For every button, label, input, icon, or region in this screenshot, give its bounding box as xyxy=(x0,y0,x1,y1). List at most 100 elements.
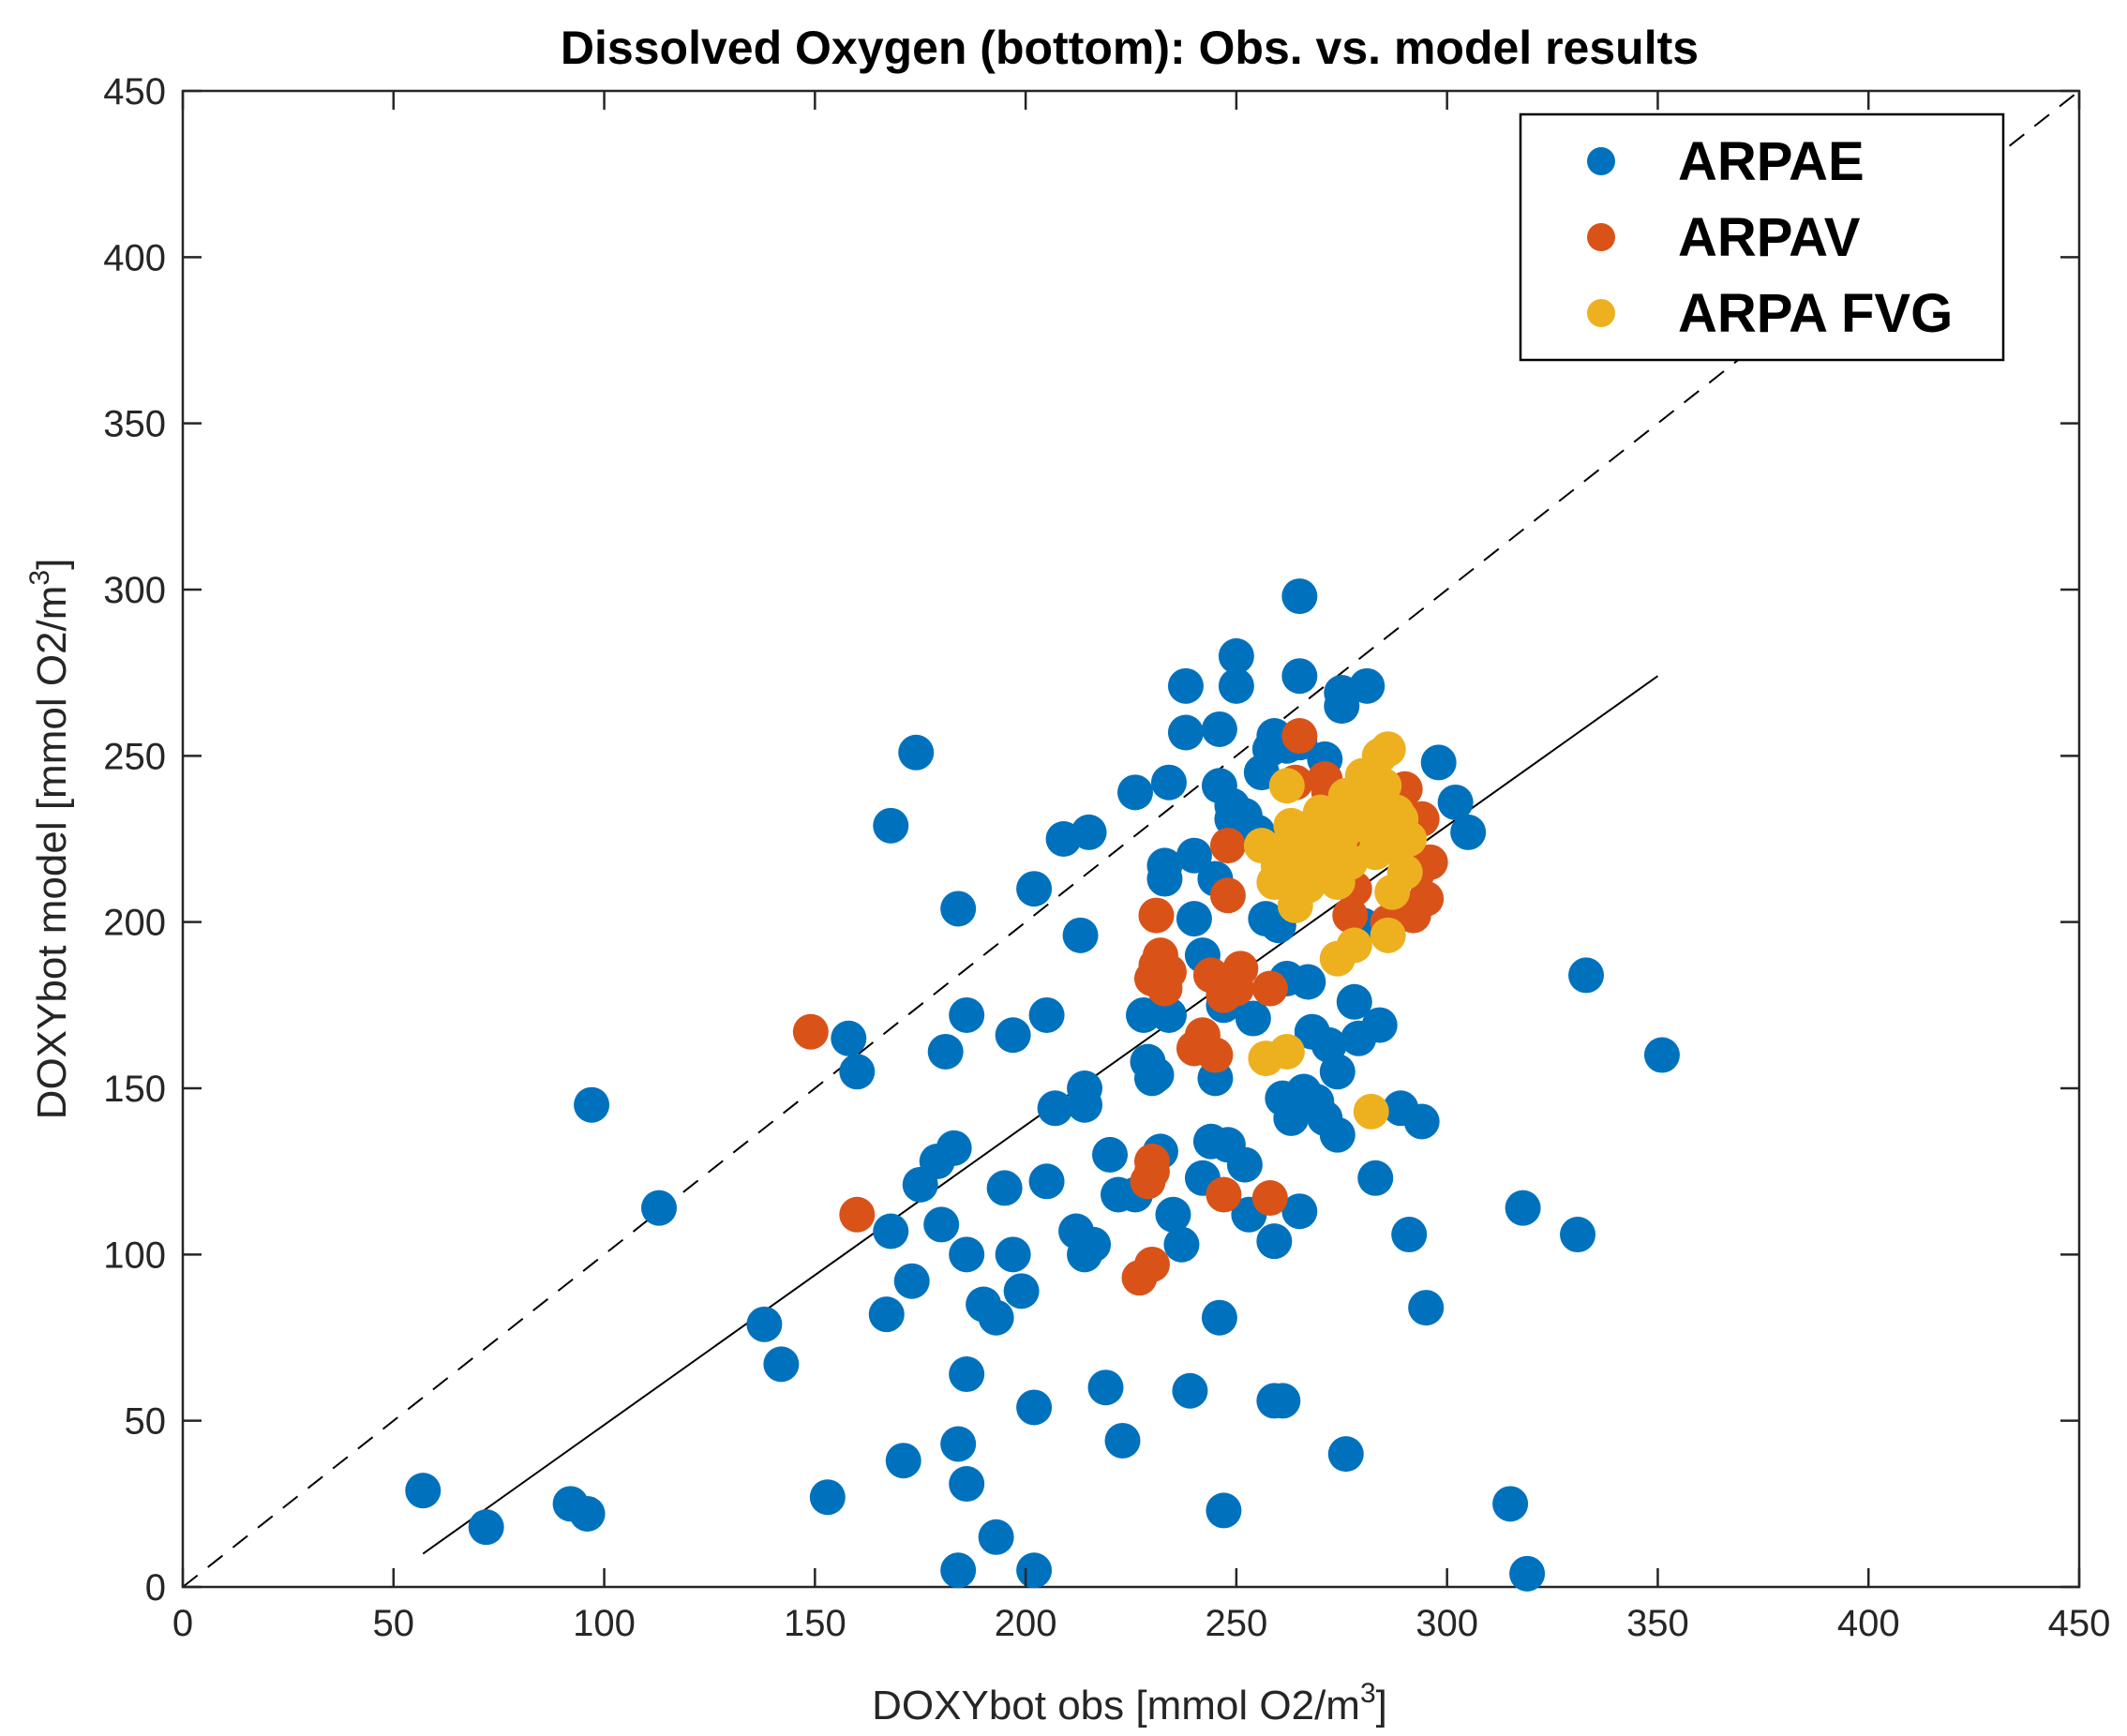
data-point-arpae xyxy=(1357,1160,1394,1196)
data-point-arpae xyxy=(1492,1486,1529,1522)
data-point-arpae xyxy=(1037,1090,1073,1127)
x-tick-label: 250 xyxy=(1206,1603,1268,1644)
data-point-arpa-fvg xyxy=(1366,768,1402,804)
x-tick-label: 350 xyxy=(1626,1603,1689,1644)
data-point-arpae xyxy=(873,1213,909,1250)
data-point-arpa-fvg xyxy=(1391,821,1428,857)
data-point-arpae xyxy=(405,1473,442,1509)
legend-marker xyxy=(1587,223,1615,251)
data-point-arpae xyxy=(995,1017,1031,1054)
data-point-arpae xyxy=(949,1466,985,1503)
data-point-arpae xyxy=(1016,1552,1053,1589)
y-tick-label: 250 xyxy=(103,736,166,777)
data-point-arpav xyxy=(792,1013,829,1050)
data-point-arpae xyxy=(949,1236,985,1273)
y-tick-label: 50 xyxy=(125,1401,167,1443)
data-point-arpae xyxy=(1172,1372,1208,1409)
data-point-arpae xyxy=(1176,901,1212,937)
data-point-arpae xyxy=(640,1190,677,1226)
data-point-arpae xyxy=(1163,1226,1200,1263)
data-point-arpae xyxy=(1319,1054,1356,1090)
data-point-arpav xyxy=(1197,1037,1234,1073)
y-axis-label: DOXYbot model [mmol O2/m3] xyxy=(24,559,75,1120)
data-point-arpae xyxy=(940,1426,977,1462)
data-point-arpae xyxy=(1218,667,1254,704)
x-tick-label: 450 xyxy=(2048,1603,2111,1644)
data-point-arpae xyxy=(1349,667,1386,704)
data-point-arpa-fvg xyxy=(1268,768,1305,804)
data-point-arpae xyxy=(1319,1116,1356,1153)
x-tick-label: 400 xyxy=(1837,1603,1900,1644)
data-point-arpae xyxy=(949,1356,985,1393)
data-point-arpae xyxy=(1420,744,1457,781)
data-point-arpae xyxy=(873,807,909,844)
data-point-arpae xyxy=(1116,774,1153,811)
x-tick-label: 100 xyxy=(573,1603,636,1644)
x-axis-label: DOXYbot obs [mmol O2/m3] xyxy=(872,1678,1387,1729)
data-point-arpae xyxy=(809,1479,846,1516)
data-point-arpa-fvg xyxy=(1370,917,1406,953)
data-point-arpae xyxy=(1167,714,1204,751)
data-point-arpae xyxy=(1643,1037,1680,1073)
data-point-arpae xyxy=(1150,996,1187,1033)
data-point-arpae xyxy=(1028,1163,1065,1200)
data-point-arpa-fvg xyxy=(1386,854,1423,890)
data-point-arpae xyxy=(468,1509,504,1546)
legend-label: ARPAV xyxy=(1678,207,1861,268)
y-tick-label: 150 xyxy=(103,1069,166,1110)
data-point-arpae xyxy=(893,1263,930,1299)
legend-marker xyxy=(1587,147,1615,175)
data-point-arpae xyxy=(569,1495,606,1532)
data-point-arpae xyxy=(1176,837,1212,874)
data-point-arpae xyxy=(1016,871,1053,907)
data-point-arpae xyxy=(1071,814,1107,850)
legend-label: ARPAE xyxy=(1678,131,1865,192)
data-point-arpae xyxy=(1281,1193,1318,1230)
x-tick-label: 0 xyxy=(172,1603,193,1644)
data-point-arpae xyxy=(1201,1299,1237,1336)
y-tick-label: 450 xyxy=(103,71,166,112)
data-point-arpae xyxy=(1505,1190,1541,1226)
data-point-arpae xyxy=(574,1086,610,1123)
y-tick-label: 100 xyxy=(103,1235,166,1276)
x-tick-label: 200 xyxy=(995,1603,1057,1644)
data-point-arpae xyxy=(831,1020,867,1056)
x-tick-label: 300 xyxy=(1416,1603,1478,1644)
y-tick-label: 200 xyxy=(103,903,166,944)
data-point-arpae xyxy=(839,1054,876,1090)
data-point-arpae xyxy=(986,1170,1023,1206)
data-point-arpae xyxy=(746,1306,783,1342)
data-point-arpae xyxy=(940,1552,977,1589)
data-point-arpav xyxy=(1209,877,1246,914)
data-point-arpae xyxy=(1167,667,1204,704)
data-point-arpae xyxy=(1201,711,1237,747)
data-point-arpae xyxy=(978,1299,1014,1336)
data-point-arpav xyxy=(1332,897,1369,934)
y-tick-label: 350 xyxy=(103,404,166,445)
legend-label: ARPA FVG xyxy=(1678,283,1953,344)
data-point-arpae xyxy=(1391,1217,1428,1253)
data-point-arpae xyxy=(1290,964,1326,1000)
data-point-arpae xyxy=(1155,1196,1191,1233)
data-point-arpae xyxy=(978,1519,1014,1555)
data-point-arpav xyxy=(1251,970,1288,1007)
data-point-arpae xyxy=(1256,1223,1293,1260)
data-point-arpa-fvg xyxy=(1370,731,1406,768)
legend: ARPAE ARPAV ARPA FVG xyxy=(1519,112,2005,362)
data-point-arpa-fvg xyxy=(1353,1093,1389,1130)
y-tick-label: 400 xyxy=(103,237,166,278)
x-tick-label: 50 xyxy=(373,1603,415,1644)
data-point-arpae xyxy=(868,1296,905,1333)
data-point-arpae xyxy=(1408,1290,1445,1326)
data-point-arpae xyxy=(1067,1086,1103,1123)
data-point-arpae xyxy=(1265,1383,1301,1419)
data-point-arpae xyxy=(1273,1100,1310,1136)
data-point-arpae xyxy=(927,1033,964,1070)
data-point-arpae xyxy=(1437,784,1474,820)
data-point-arpav xyxy=(1251,1180,1288,1217)
data-point-arpav xyxy=(1133,1153,1170,1190)
data-point-arpae xyxy=(885,1443,921,1479)
data-point-arpae xyxy=(1062,917,1099,953)
data-point-arpav xyxy=(1138,897,1175,934)
data-point-arpae xyxy=(1281,578,1318,615)
